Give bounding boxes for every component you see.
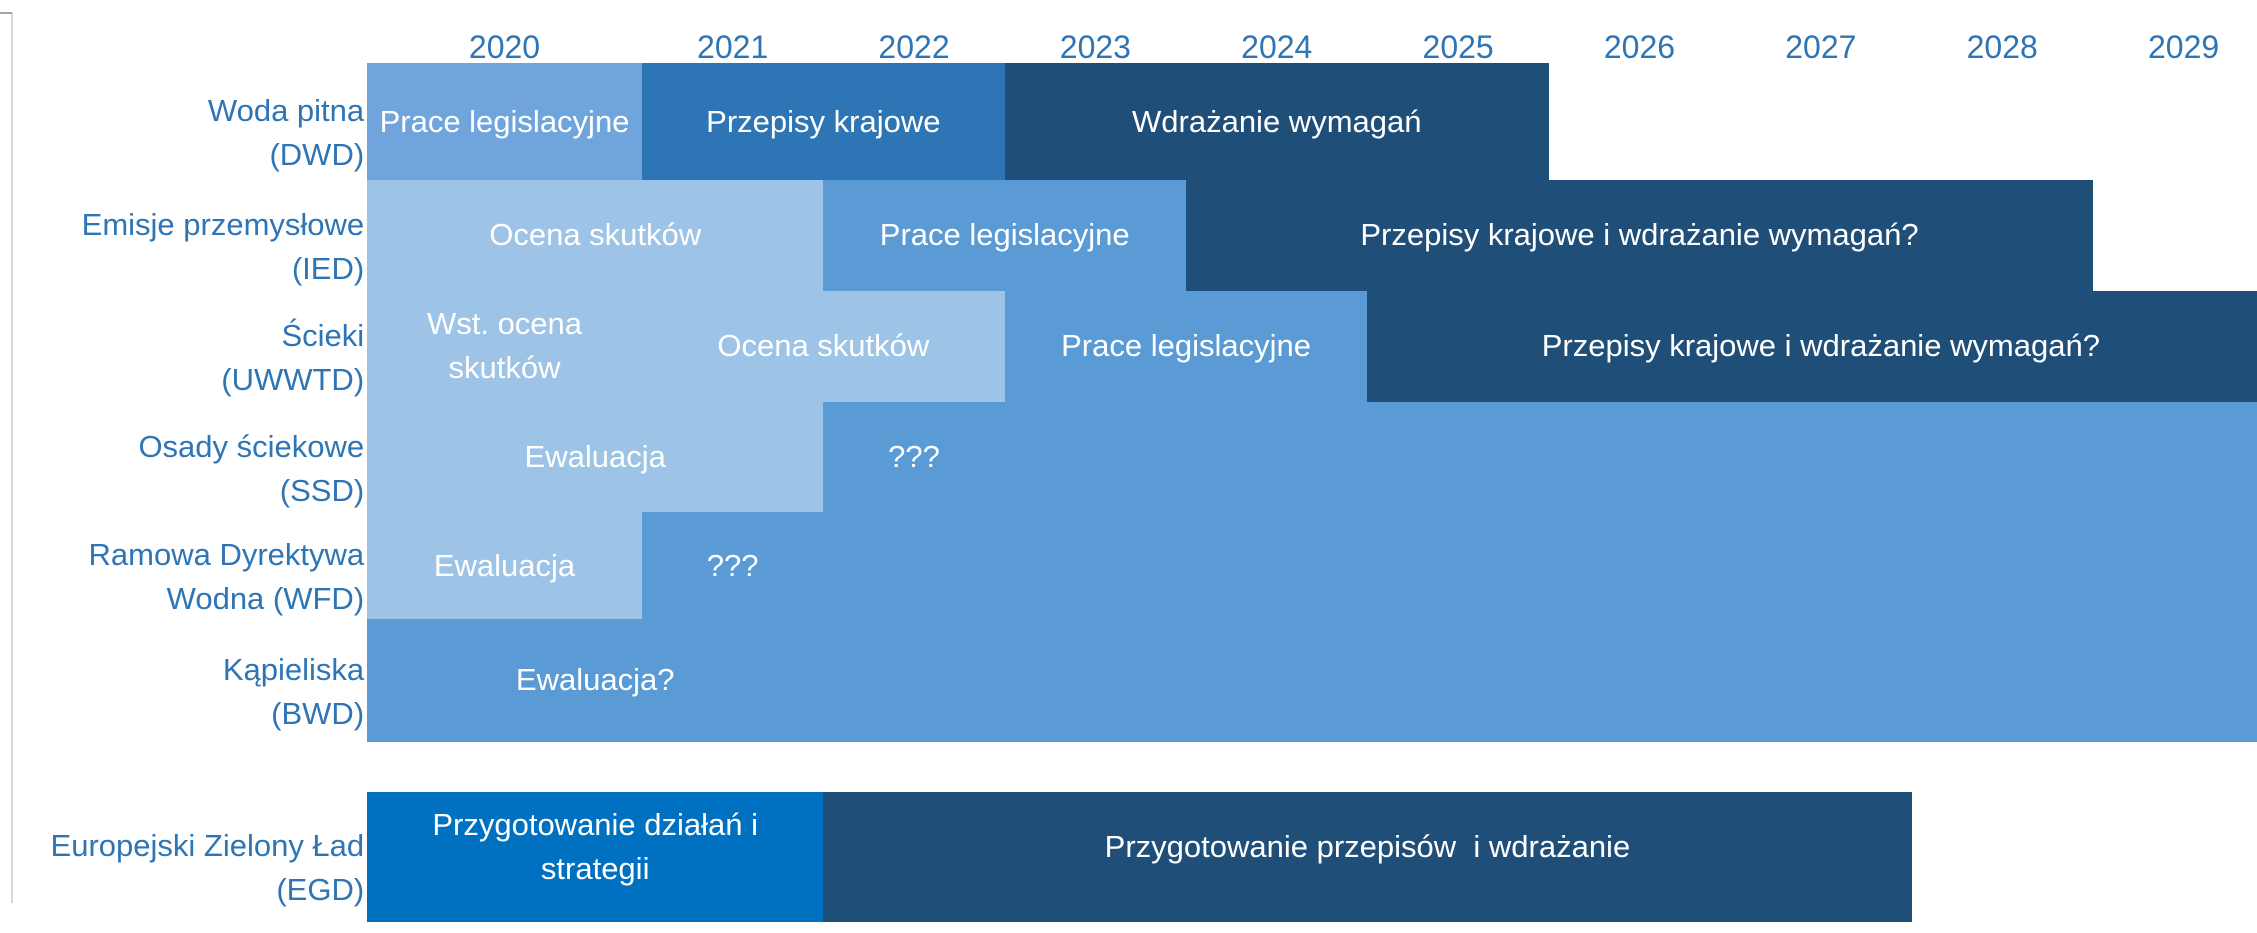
row-label-line: Wodna (WFD) <box>166 581 365 617</box>
row-label: Woda pitna (DWD) <box>0 75 364 192</box>
segment-label-line: Przygotowanie działań i <box>432 807 759 843</box>
row-label-line: Ścieki <box>281 317 365 353</box>
row-label: Europejski Zielony Ład (EGD) <box>0 803 365 933</box>
segment-label: Ewaluacja <box>367 512 642 619</box>
timeline-segment <box>641 512 2257 620</box>
year-label: 2022 <box>878 29 950 66</box>
segment-label: ??? <box>642 512 823 619</box>
segment-label: ??? <box>823 402 1004 513</box>
timeline-segment <box>1004 290 1368 403</box>
segment-label: Ocena skutków <box>642 291 1005 402</box>
segment-label: Przepisy krajowe <box>642 63 1005 180</box>
year-label: 2029 <box>2147 29 2220 66</box>
year-label: 2021 <box>697 29 769 66</box>
segment-label: Przepisy krajowe i wdrażanie wymagań? <box>1186 180 2093 291</box>
timeline-segment <box>367 179 824 292</box>
segment-label-line: Wdrażanie wymagań <box>1132 103 1422 139</box>
row-label-line: Ramowa Dyrektywa <box>88 537 365 573</box>
row-label-line: (DWD) <box>269 137 365 173</box>
segment-label: Przepisy krajowe i wdrażanie wymagań? <box>1367 291 2257 402</box>
row-label-line: (SSD) <box>279 472 365 508</box>
row-label-line: (EGD) <box>276 871 365 907</box>
row-label-line: Emisje przemysłowe <box>81 206 365 242</box>
timeline-segment <box>823 791 1913 922</box>
year-label: 2028 <box>1966 29 2038 66</box>
year-label: 2027 <box>1785 29 1857 66</box>
timeline-segment <box>367 290 643 403</box>
segment-label: Prace legislacyjne <box>367 63 642 180</box>
timeline-segment <box>1367 290 2257 403</box>
year-label: 2020 <box>468 29 541 66</box>
page: (() => { const data = JSON.parse(documen… <box>0 12 2257 922</box>
segment-label-line: Ewaluacja <box>524 439 666 474</box>
row-label: Emisje przemysłowe (IED) <box>0 191 365 302</box>
segment-label: Wst. ocena skutków <box>367 291 642 402</box>
timeline-segment <box>367 618 2257 742</box>
segment-label-line: Prace legislacyjne <box>1061 328 1311 364</box>
segment-label-line: Ocena skutków <box>717 328 930 364</box>
segment-label-line: Przepisy krajowe i wdrażanie wymagań? <box>1541 328 2100 364</box>
segment-label-line: skutków <box>448 350 561 386</box>
timeline-segment <box>823 401 2257 513</box>
segment-label-line: Prace legislacyjne <box>379 103 630 139</box>
row-label-line: (IED) <box>291 250 365 286</box>
timeline-segment <box>823 179 1187 292</box>
year-label: 2026 <box>1603 29 1676 66</box>
segment-label-line: strategii <box>540 851 650 887</box>
row-label: Osady ściekowe (SSD) <box>0 413 364 524</box>
timeline-segment <box>641 290 1006 403</box>
segment-label-line: Ewaluacja? <box>515 662 675 698</box>
segment-label: Ewaluacja? <box>367 619 823 741</box>
row-label: Kąpieliska (BWD) <box>0 630 364 752</box>
segment-label: Prace legislacyjne <box>823 180 1186 291</box>
segment-label-line: Prace legislacyjne <box>879 217 1130 253</box>
row-label-line: (UWWTD) <box>221 361 365 397</box>
row-label-line: (BWD) <box>271 695 365 731</box>
timeline-segment <box>1004 63 1550 181</box>
row-label-line: Europejski Zielony Ład <box>50 827 365 863</box>
segment-label: Prace legislacyjne <box>1005 291 1368 402</box>
year-label: 2023 <box>1059 29 1131 66</box>
row-label-line: Osady ściekowe <box>138 428 365 464</box>
timeline-segment <box>641 63 1006 181</box>
segment-label-line: Przygotowanie przepisów i wdrażanie <box>1104 829 1631 865</box>
year-label: 2024 <box>1241 29 1313 66</box>
timeline-segment <box>367 512 643 620</box>
segment-label: Wdrażanie wymagań <box>1005 63 1549 180</box>
segment-label: Przygotowanie przepisów i wdrażanie <box>823 792 1911 903</box>
row-label: Ścieki (UWWTD) <box>0 302 364 413</box>
segment-label-line: Przepisy krajowe <box>706 103 941 139</box>
row-label-line: Kąpieliska <box>222 651 365 687</box>
segment-label-line: Ocena skutków <box>489 217 702 253</box>
timeline-segment <box>367 791 824 922</box>
segment-label-line: Ewaluacja <box>433 547 576 583</box>
segment-label-line: ??? <box>888 439 940 474</box>
row-label: Ramowa Dyrektywa Wodna (WFD) <box>0 524 365 631</box>
timeline-segment <box>367 63 643 181</box>
segment-label-line: ??? <box>706 547 759 583</box>
segment-label-line: Wst. ocena <box>426 306 583 342</box>
segment-label: Przygotowanie działań i strategii <box>367 792 823 903</box>
timeline-segment <box>1186 179 2094 292</box>
frame-top <box>0 12 12 14</box>
segment-label-line: Przepisy krajowe i wdrażanie wymagań? <box>1360 217 1919 253</box>
segment-label: Ewaluacja <box>367 402 823 513</box>
segment-label: Ocena skutków <box>367 180 823 291</box>
timeline-segment <box>367 401 824 513</box>
year-label: 2025 <box>1422 29 1494 66</box>
row-label-line: Woda pitna <box>207 93 365 129</box>
frame-left <box>11 12 13 903</box>
